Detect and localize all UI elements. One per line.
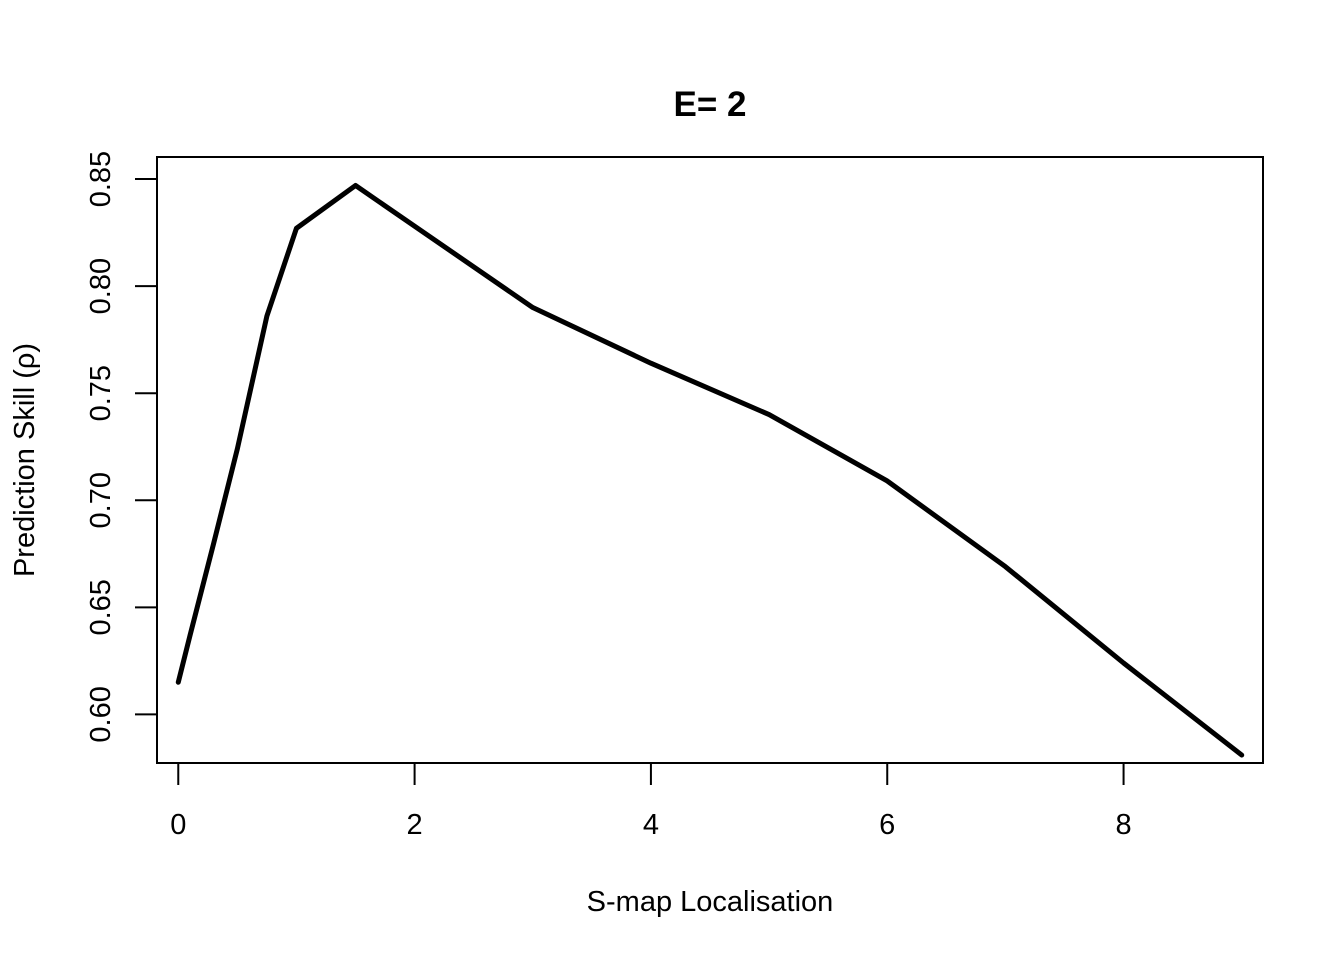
y-axis: 0.60 0.65 0.70 0.75 0.80 0.85	[85, 151, 158, 743]
y-tick-label: 0.70	[85, 472, 117, 528]
chart-title: E= 2	[674, 85, 747, 124]
y-tick-label: 0.85	[85, 151, 117, 207]
x-axis-title: S-map Localisation	[587, 886, 834, 918]
x-axis: 0 2 4 6 8	[170, 762, 1132, 841]
series-line	[175, 182, 1245, 758]
x-tick-label: 0	[170, 809, 186, 841]
y-tick-label: 0.75	[85, 365, 117, 421]
x-tick-label: 2	[407, 809, 423, 841]
y-tick-label: 0.80	[85, 258, 117, 314]
x-tick-label: 6	[879, 809, 895, 841]
x-tick-label: 8	[1115, 809, 1131, 841]
y-tick-label: 0.60	[85, 686, 117, 742]
x-tick-label: 4	[643, 809, 659, 841]
y-tick-label: 0.65	[85, 579, 117, 635]
y-axis-title: Prediction Skill (ρ)	[9, 343, 41, 577]
plot-frame	[156, 156, 1264, 764]
series-layer	[175, 182, 1245, 758]
